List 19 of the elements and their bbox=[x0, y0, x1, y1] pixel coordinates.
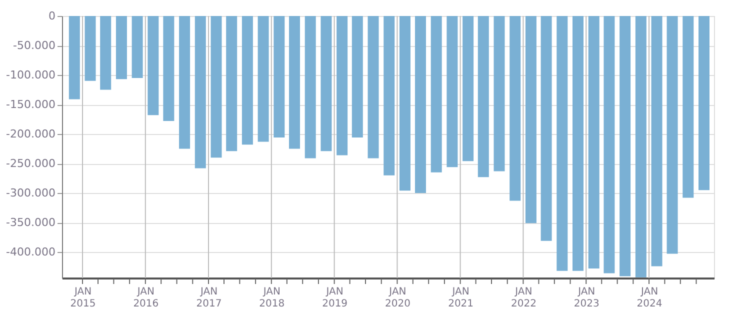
y-tick-label: -200.000 bbox=[6, 128, 56, 141]
x-tick-label: JAN 2017 bbox=[196, 286, 222, 310]
x-tick-label: JAN 2021 bbox=[448, 286, 474, 310]
y-tick-label: -300.000 bbox=[6, 186, 56, 200]
y-tick-label: -150.000 bbox=[6, 98, 56, 112]
y-tick-label: 0 bbox=[48, 10, 56, 22]
y-tick-label: -350.000 bbox=[6, 216, 56, 230]
x-tick-label: JAN 2020 bbox=[384, 286, 410, 310]
x-tick-label: JAN 2019 bbox=[322, 286, 348, 310]
x-tick-label: JAN 2018 bbox=[259, 286, 285, 310]
y-tick-label: -50.000 bbox=[13, 39, 56, 52]
y-tick-label: -100.000 bbox=[6, 68, 56, 82]
x-tick-label: JAN 2022 bbox=[510, 286, 536, 310]
x-tick-label: JAN 2015 bbox=[70, 286, 96, 310]
y-tick-label: -250.000 bbox=[6, 157, 56, 170]
x-tick-label: JAN 2016 bbox=[133, 286, 159, 310]
y-tick-label: -400.000 bbox=[6, 246, 56, 259]
x-tick-label: JAN 2024 bbox=[636, 286, 662, 310]
x-tick-label: JAN 2023 bbox=[574, 286, 600, 310]
